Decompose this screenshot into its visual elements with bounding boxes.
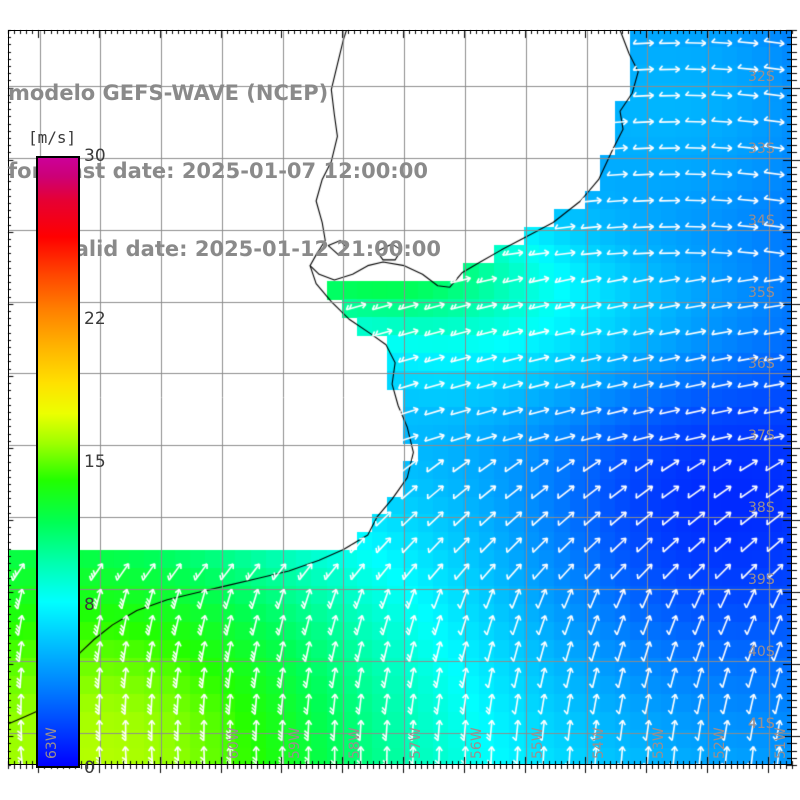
colorbar-tick-0: 0 [84, 758, 95, 778]
colorbar-unit-label: [m/s] [28, 128, 77, 147]
colorbar-tick-22: 22 [84, 309, 106, 330]
colorbar-tick-15: 15 [84, 452, 106, 472]
colorbar-gradient [36, 156, 80, 768]
colorbar [36, 156, 80, 768]
colorbar-tick-30: 30 [84, 146, 106, 166]
colorbar-tick-8: 8 [84, 594, 95, 615]
